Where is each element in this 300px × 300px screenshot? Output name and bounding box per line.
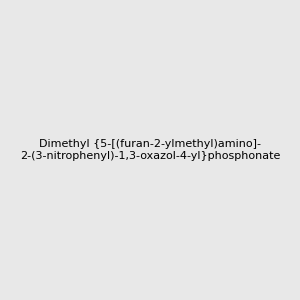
Text: Dimethyl {5-[(furan-2-ylmethyl)amino]-
2-(3-nitrophenyl)-1,3-oxazol-4-yl}phospho: Dimethyl {5-[(furan-2-ylmethyl)amino]- 2… xyxy=(20,139,280,161)
